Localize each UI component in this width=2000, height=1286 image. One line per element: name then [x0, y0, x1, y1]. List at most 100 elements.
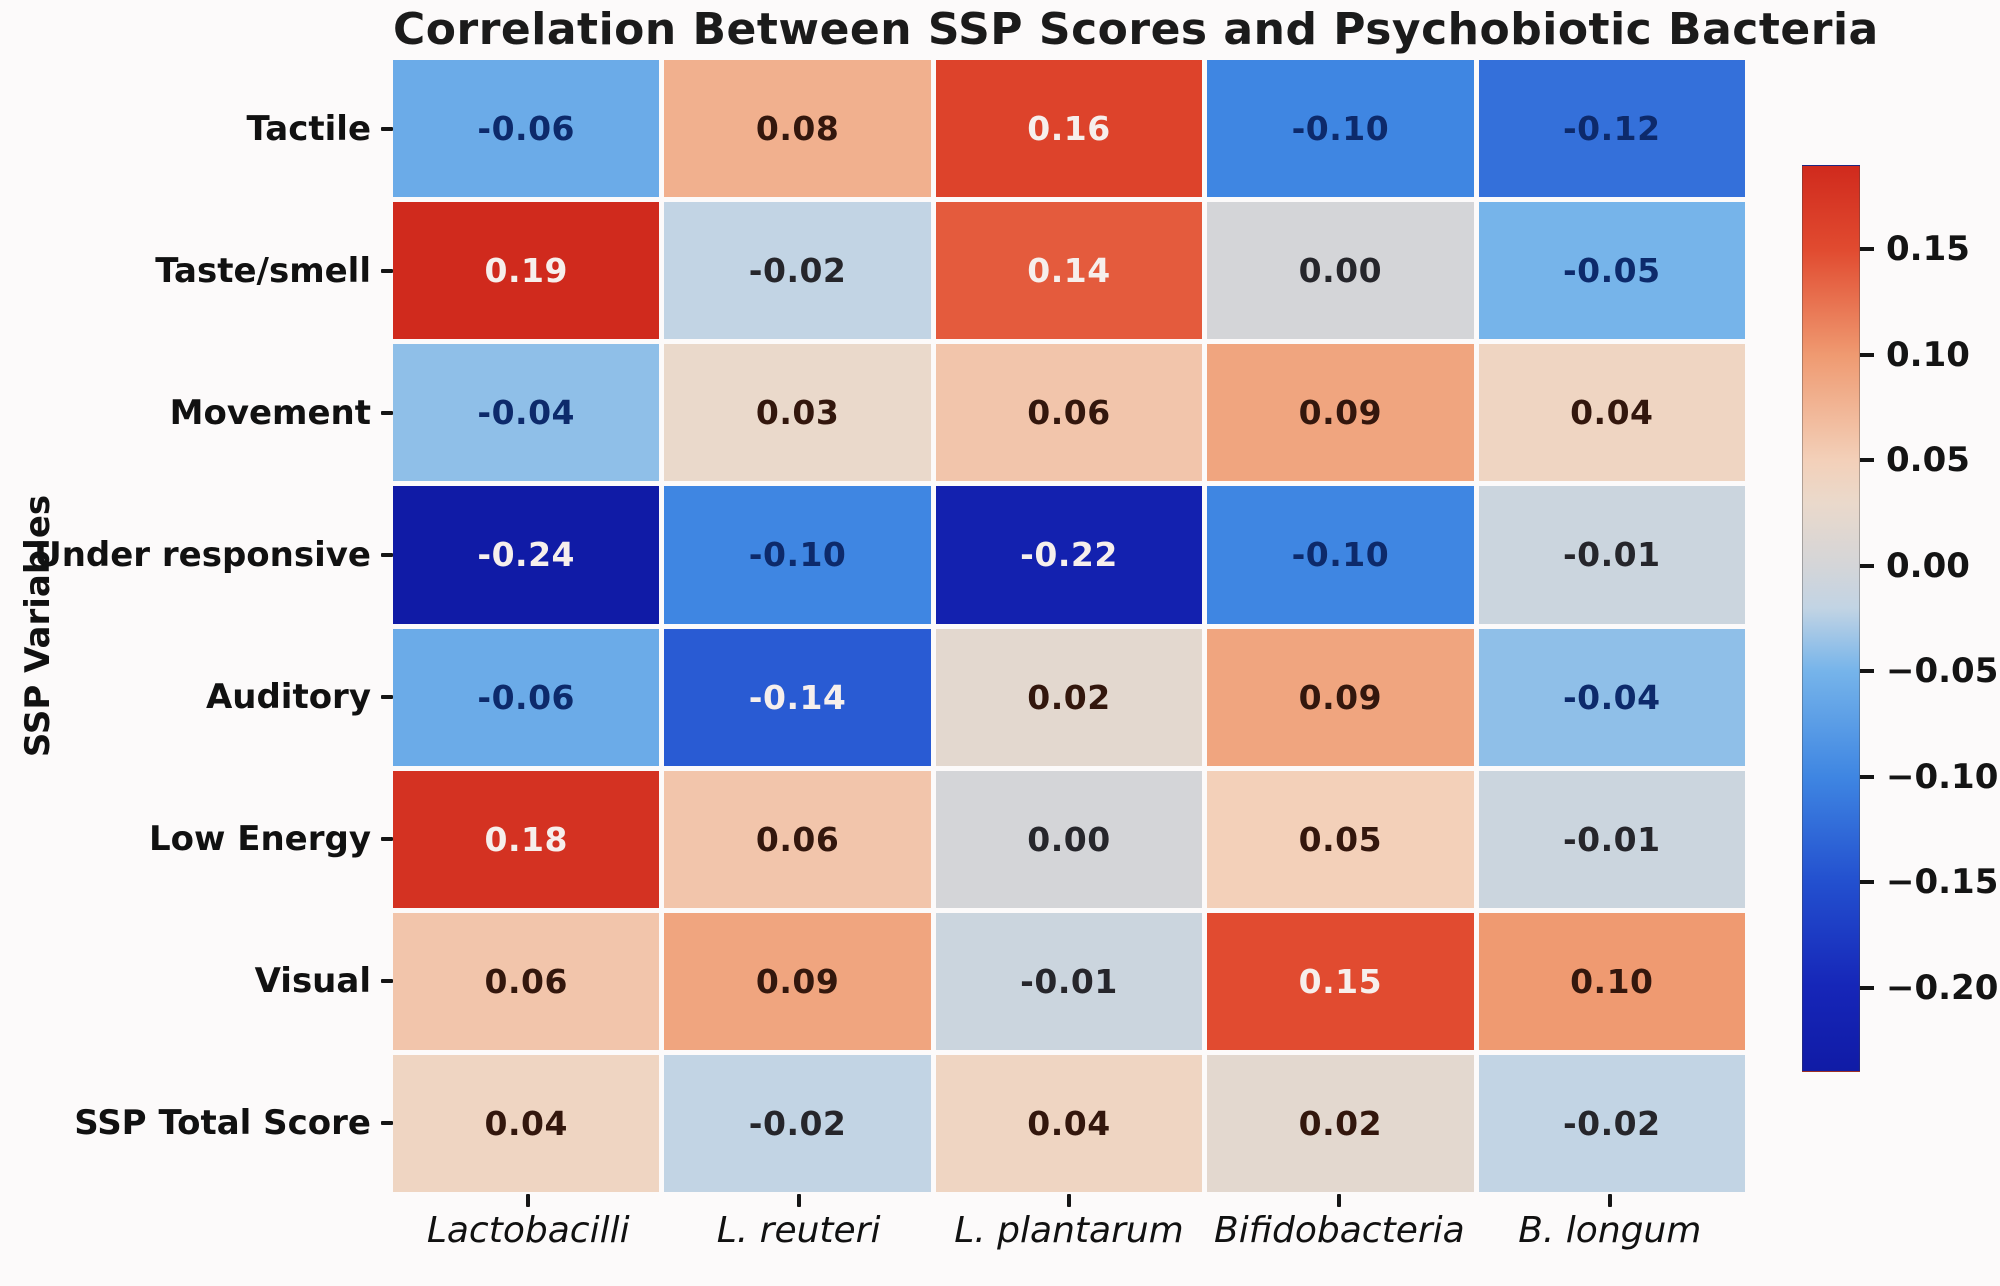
row-label-text: Movement — [169, 392, 371, 433]
row-label-text: SSP Total Score — [74, 1103, 371, 1144]
heatmap-cell-1-3: 0.00 — [1207, 202, 1474, 340]
row-label-text: Visual — [254, 961, 371, 1002]
colorbar-tick-mark — [1860, 352, 1874, 357]
heatmap-cell-5-4: -0.01 — [1478, 770, 1745, 908]
row-label-text: Under responsive — [34, 534, 371, 575]
x-axis-tick-labels: Lactobacilli L. reuteri L. plantarum Bifido… — [393, 1210, 1745, 1251]
heatmap-cell-7-0: 0.04 — [393, 1054, 660, 1192]
colorbar-tick-label-6: −0.15 — [1886, 862, 1999, 903]
colorbar-tick-label-1: 0.10 — [1886, 334, 1970, 375]
heatmap-cell-6-3: 0.15 — [1207, 912, 1474, 1050]
y-axis-tick-mark — [381, 126, 393, 131]
y-axis-tick-mark — [381, 1121, 393, 1126]
chart-title: Correlation Between SSP Scores and Psych… — [393, 4, 1879, 55]
heatmap-cell-3-0: -0.24 — [393, 486, 660, 624]
colorbar-tick-label-2: 0.05 — [1886, 440, 1970, 481]
heatmap-cell-7-3: 0.02 — [1207, 1054, 1474, 1192]
heatmap-cell-2-3: 0.09 — [1207, 344, 1474, 482]
x-axis-tick-slot — [663, 1194, 933, 1207]
x-axis-tick-mark — [1066, 1194, 1071, 1207]
x-axis-tick-mark — [1607, 1194, 1612, 1207]
y-axis-tick-mark — [381, 268, 393, 273]
heatmap-cell-6-0: 0.06 — [393, 912, 660, 1050]
heatmap-cell-3-1: -0.10 — [664, 486, 931, 624]
heatmap-cell-3-4: -0.01 — [1478, 486, 1745, 624]
x-axis-tick-slot — [1204, 1194, 1474, 1207]
x-axis-ticks — [393, 1194, 1745, 1207]
x-axis-tick-slot — [934, 1194, 1204, 1207]
y-axis-tick-labels: Tactile Taste/smell Movement Under responsi… — [0, 60, 393, 1192]
heatmap-cell-5-2: 0.00 — [935, 770, 1203, 908]
heatmap-cell-5-0: 0.18 — [393, 770, 660, 908]
heatmap-cell-0-1: 0.08 — [664, 60, 931, 198]
heatmap-cell-4-3: 0.09 — [1207, 628, 1474, 766]
col-label-0: Lactobacilli — [426, 1210, 630, 1251]
heatmap-cell-4-1: -0.14 — [664, 628, 931, 766]
row-label-4: Auditory — [0, 629, 393, 766]
col-label-2: L. plantarum — [954, 1210, 1184, 1251]
colorbar-gradient — [1802, 165, 1860, 1072]
heatmap-cell-2-4: 0.04 — [1478, 344, 1745, 482]
colorbar-tick-mark — [1860, 880, 1874, 885]
heatmap-cell-2-2: 0.06 — [935, 344, 1203, 482]
heatmap-grid: -0.06 0.08 0.16 -0.10 -0.12 0.19 -0.02 0.14 0.00… — [393, 60, 1745, 1192]
heatmap-cell-4-4: -0.04 — [1478, 628, 1745, 766]
heatmap-cell-1-2: 0.14 — [935, 202, 1203, 340]
heatmap-cell-1-0: 0.19 — [393, 202, 660, 340]
row-label-text: Tactile — [246, 108, 371, 149]
row-label-text: Auditory — [205, 677, 371, 718]
colorbar-tick-mark — [1860, 458, 1874, 463]
heatmap-cell-6-1: 0.09 — [664, 912, 931, 1050]
row-label-5: Low Energy — [0, 771, 393, 908]
heatmap-cell-3-3: -0.10 — [1207, 486, 1474, 624]
heatmap-cell-7-4: -0.02 — [1478, 1054, 1745, 1192]
col-label-1: L. reuteri — [716, 1210, 881, 1251]
colorbar-tick-label-5: −0.10 — [1886, 756, 1999, 797]
x-axis-tick-mark — [796, 1194, 801, 1207]
row-label-6: Visual — [0, 913, 393, 1050]
heatmap-cell-0-4: -0.12 — [1478, 60, 1745, 198]
heatmap-cell-5-3: 0.05 — [1207, 770, 1474, 908]
colorbar-tick-mark — [1860, 669, 1874, 674]
heatmap-cell-7-1: -0.02 — [664, 1054, 931, 1192]
x-axis-tick-slot — [1475, 1194, 1745, 1207]
y-axis-tick-mark — [381, 410, 393, 415]
x-axis-tick-mark — [1337, 1194, 1342, 1207]
colorbar-tick-label-0: 0.15 — [1886, 229, 1970, 270]
heatmap-cell-0-0: -0.06 — [393, 60, 660, 198]
row-label-2: Movement — [0, 344, 393, 481]
colorbar-tick-label-3: 0.00 — [1886, 545, 1970, 586]
row-label-text: Taste/smell — [155, 250, 371, 291]
y-axis-tick-mark — [381, 979, 393, 984]
x-axis-tick-mark — [526, 1194, 531, 1207]
heatmap-cell-4-2: 0.02 — [935, 628, 1203, 766]
row-label-7: SSP Total Score — [0, 1055, 393, 1192]
heatmap-cell-6-4: 0.10 — [1478, 912, 1745, 1050]
heatmap-cell-0-2: 0.16 — [935, 60, 1203, 198]
colorbar-tick-mark — [1860, 985, 1874, 990]
y-axis-tick-mark — [381, 837, 393, 842]
heatmap-cell-5-1: 0.06 — [664, 770, 931, 908]
heatmap-cell-2-0: -0.04 — [393, 344, 660, 482]
heatmap-cell-4-0: -0.06 — [393, 628, 660, 766]
heatmap-cell-7-2: 0.04 — [935, 1054, 1203, 1192]
y-axis-tick-mark — [381, 695, 393, 700]
x-axis-tick-slot — [393, 1194, 663, 1207]
colorbar-tick-mark — [1860, 774, 1874, 779]
row-label-3: Under responsive — [0, 486, 393, 623]
colorbar-tick-mark — [1860, 563, 1874, 568]
colorbar-tick-label-4: −0.05 — [1886, 651, 1999, 692]
colorbar-tick-label-7: −0.20 — [1886, 967, 1999, 1008]
col-label-3: Bifidobacteria — [1214, 1210, 1465, 1251]
heatmap-cell-2-1: 0.03 — [664, 344, 931, 482]
heatmap-cell-1-4: -0.05 — [1478, 202, 1745, 340]
colorbar: 0.15 0.10 0.05 0.00 −0.05 −0.10 −0.15 −0.20 — [1802, 165, 2000, 1072]
heatmap-cell-1-1: -0.02 — [664, 202, 931, 340]
heatmap-cell-3-2: -0.22 — [935, 486, 1203, 624]
row-label-text: Low Energy — [148, 819, 371, 860]
heatmap-cell-0-3: -0.10 — [1207, 60, 1474, 198]
colorbar-tick-mark — [1860, 247, 1874, 252]
heatmap-cell-6-2: -0.01 — [935, 912, 1203, 1050]
row-label-1: Taste/smell — [0, 202, 393, 339]
